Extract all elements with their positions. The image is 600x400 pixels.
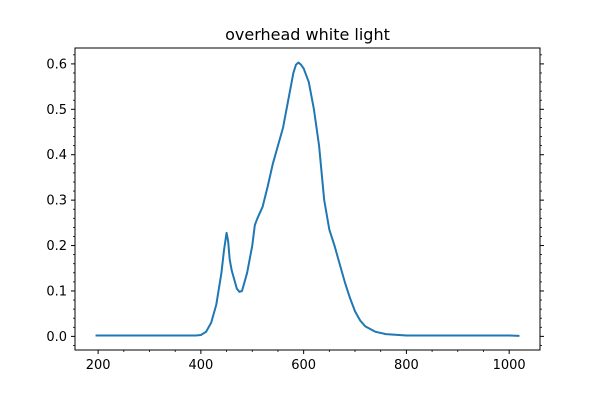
chart-title: overhead white light: [225, 25, 390, 44]
y-tick-label: 0.1: [46, 284, 67, 299]
y-tick-label: 0.4: [46, 148, 67, 163]
plot-frame: [74, 47, 541, 351]
x-tick-label: 200: [86, 358, 111, 373]
axes-layer: 200 400 600 800 1000 0.0 0.1 0.2 0.3 0.4 0.5 0.6: [46, 47, 544, 373]
x-tick-label: 400: [188, 358, 213, 373]
y-tick-label: 0.5: [46, 103, 67, 118]
series-line-0: [95, 61, 520, 337]
y-tick-label: 0.2: [46, 239, 67, 254]
y-tick-label: 0.0: [46, 330, 67, 345]
plot-layer: [95, 61, 520, 337]
x-tick-label: 1000: [493, 358, 526, 373]
x-tick-label: 800: [394, 358, 419, 373]
y-tick-label: 0.6: [46, 57, 67, 72]
y-tick-label: 0.3: [46, 194, 67, 209]
x-tick-label: 600: [291, 358, 316, 373]
